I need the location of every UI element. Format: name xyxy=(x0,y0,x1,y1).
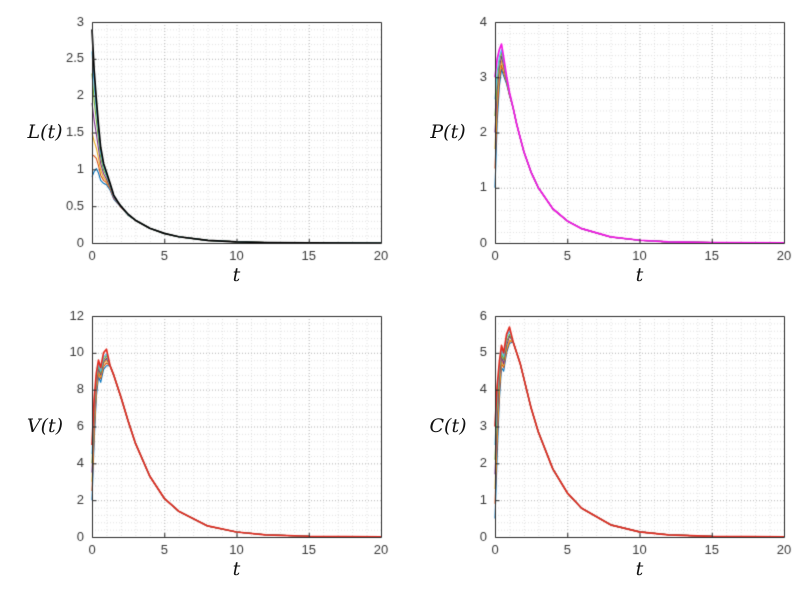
x-axis-label-L: t xyxy=(232,264,241,286)
x-axis-label-P: t xyxy=(635,264,644,286)
subplot-L: L(t) t xyxy=(0,0,403,294)
plot-canvas-P xyxy=(403,0,806,294)
y-axis-label-P: P(t) xyxy=(430,121,466,143)
y-axis-label-C: C(t) xyxy=(429,415,467,437)
x-axis-label-V: t xyxy=(232,558,241,580)
subplot-V: V(t) t xyxy=(0,294,403,588)
plot-canvas-L xyxy=(0,0,403,294)
y-axis-label-L: L(t) xyxy=(27,121,63,143)
plot-canvas-V xyxy=(0,294,403,588)
plot-canvas-C xyxy=(403,294,806,588)
subplot-C: C(t) t xyxy=(403,294,806,588)
y-axis-label-V: V(t) xyxy=(26,415,64,437)
x-axis-label-C: t xyxy=(635,558,644,580)
subplot-P: P(t) t xyxy=(403,0,806,294)
